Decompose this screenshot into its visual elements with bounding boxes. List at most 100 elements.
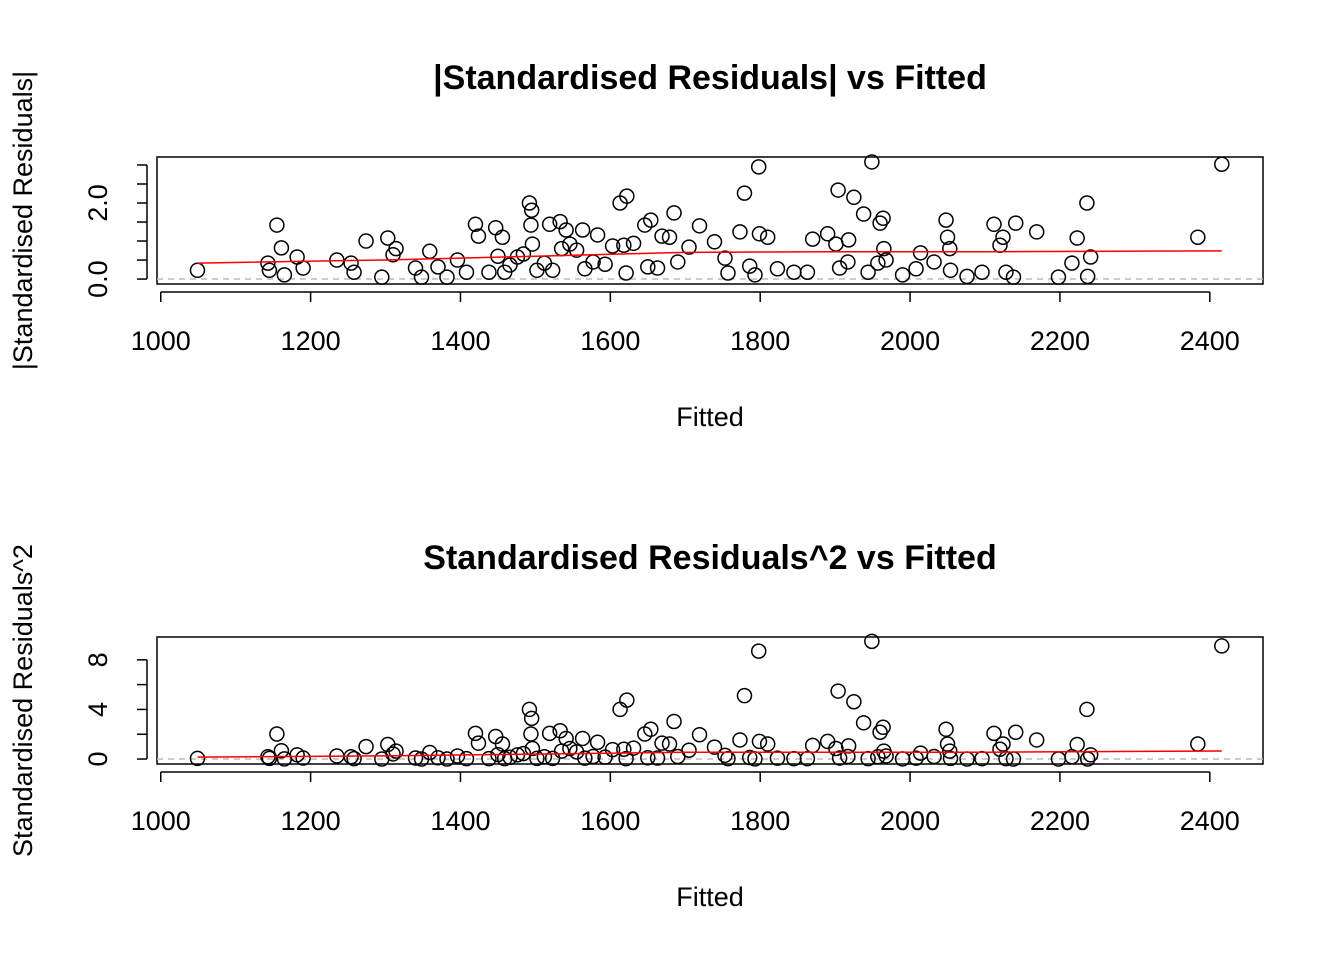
point	[536, 749, 553, 765]
point	[523, 726, 539, 742]
point	[407, 750, 424, 766]
point	[855, 206, 872, 222]
plot-frame	[156, 156, 1264, 285]
point	[616, 741, 632, 757]
point	[467, 725, 484, 742]
point	[616, 237, 632, 253]
smooth-line	[197, 750, 1222, 758]
point	[1005, 269, 1022, 285]
point	[860, 264, 876, 280]
point	[1079, 268, 1096, 285]
point	[804, 737, 821, 754]
point	[585, 748, 601, 765]
point	[649, 260, 666, 276]
point	[430, 750, 446, 766]
point	[654, 228, 670, 244]
point	[553, 240, 570, 257]
point	[938, 721, 954, 738]
point	[439, 269, 455, 285]
point	[346, 264, 362, 280]
point	[769, 261, 786, 277]
point	[449, 748, 466, 764]
point	[942, 750, 959, 767]
point	[1082, 249, 1099, 265]
point	[524, 236, 541, 252]
point	[878, 748, 894, 764]
point	[759, 736, 776, 752]
point	[732, 224, 748, 240]
x-axis-label: Fitted	[676, 882, 744, 912]
point	[261, 750, 278, 767]
point	[706, 234, 723, 250]
x-tick-label: 2000	[880, 806, 940, 836]
x-tick-label: 1600	[580, 326, 640, 356]
point	[828, 236, 844, 252]
point	[1069, 736, 1085, 753]
point	[747, 267, 763, 283]
point	[439, 751, 455, 767]
point	[908, 750, 924, 766]
x-tick-label: 1200	[281, 806, 341, 836]
point	[523, 217, 539, 233]
point	[558, 730, 574, 747]
point	[872, 215, 888, 231]
point	[786, 264, 802, 280]
point	[830, 683, 846, 699]
point	[589, 227, 606, 243]
point	[430, 259, 446, 275]
point	[846, 693, 862, 710]
point	[273, 240, 290, 256]
y-axis-label: Standardised Residuals^2	[8, 544, 38, 857]
point	[276, 267, 293, 283]
point	[840, 232, 857, 248]
point	[521, 701, 538, 718]
point	[1028, 224, 1045, 240]
point	[422, 744, 438, 761]
point	[515, 246, 532, 262]
point	[870, 749, 886, 765]
point	[986, 725, 1002, 742]
point	[840, 748, 856, 765]
chart-title: |Standardised Residuals| vs Fitted	[433, 59, 987, 97]
point	[926, 748, 942, 765]
point	[939, 229, 956, 245]
point	[470, 735, 487, 751]
point	[1079, 195, 1095, 211]
point	[875, 719, 891, 736]
point	[1028, 732, 1045, 748]
point	[619, 188, 635, 204]
point	[261, 262, 278, 279]
point	[1190, 229, 1206, 245]
point	[1007, 215, 1024, 231]
point	[717, 250, 733, 266]
x-tick-label: 2400	[1180, 326, 1240, 356]
plot-frame	[156, 636, 1264, 765]
point	[831, 260, 848, 276]
point	[544, 262, 561, 279]
point	[604, 238, 621, 254]
x-tick-label: 1800	[730, 326, 790, 356]
point	[597, 256, 613, 272]
point	[523, 202, 540, 218]
point	[1050, 269, 1067, 285]
point	[720, 265, 736, 281]
point	[926, 254, 942, 270]
point	[189, 262, 206, 279]
point	[295, 260, 311, 276]
point	[385, 746, 401, 762]
point	[942, 262, 959, 279]
point	[458, 264, 475, 280]
point	[388, 743, 404, 759]
point	[643, 212, 659, 228]
point	[864, 154, 880, 170]
point	[769, 750, 786, 766]
point	[467, 216, 484, 233]
point	[1069, 230, 1085, 246]
point	[706, 739, 723, 755]
point	[541, 216, 558, 233]
point	[343, 255, 359, 271]
point	[640, 259, 656, 275]
point	[759, 229, 776, 245]
point	[618, 750, 634, 767]
point	[830, 182, 846, 198]
